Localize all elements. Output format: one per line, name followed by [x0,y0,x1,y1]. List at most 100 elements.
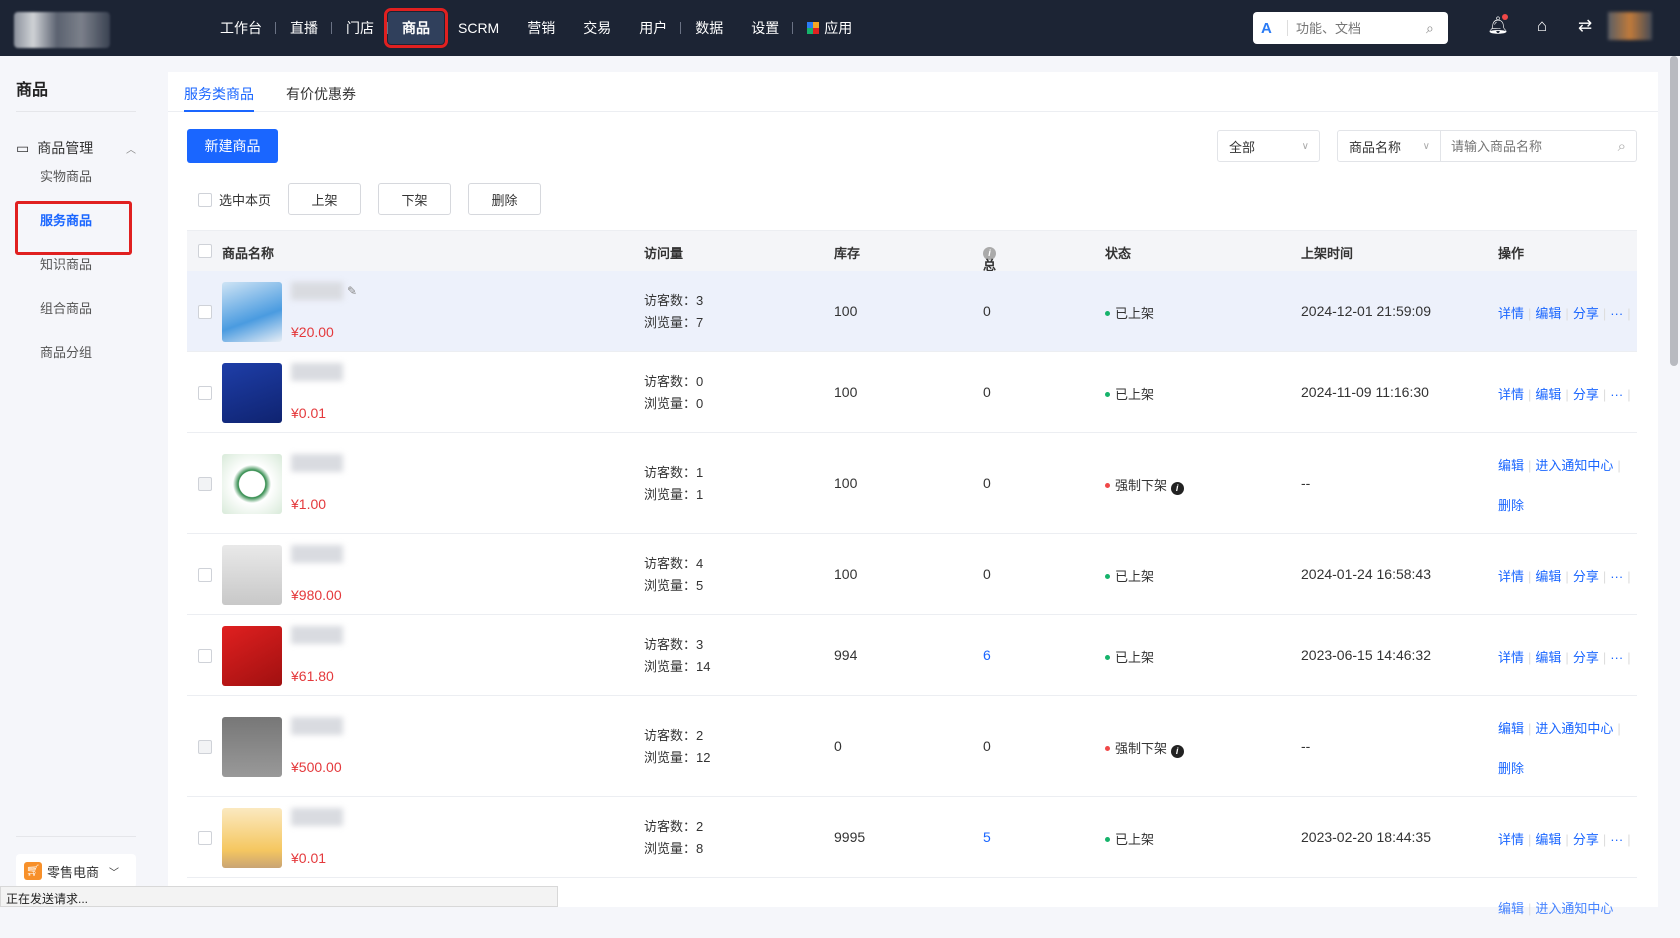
business-switcher[interactable]: 🛒︎ 零售电商 ﹀ [16,854,136,888]
op-link[interactable]: 分享 [1572,649,1599,665]
sidebar-item[interactable]: 知识商品 [40,257,93,272]
op-link[interactable]: 编辑 [1498,457,1525,473]
select-page-checkbox[interactable] [198,192,212,207]
op-link[interactable]: ··· [1610,386,1624,402]
product-search-input[interactable] [1451,138,1601,154]
visitor-count: 访客数：0 [644,373,704,389]
sidebar-group-product-management[interactable]: ▭ 商品管理 ︿ [16,138,136,158]
op-link[interactable]: 分享 [1572,305,1599,321]
field-filter-select[interactable]: 商品名称 ∨ [1337,130,1441,162]
status-bar: 正在发送请求... [0,886,558,907]
info-icon[interactable]: i [983,247,996,260]
product-thumbnail[interactable] [222,281,282,342]
off-shelf-button[interactable]: 下架 [378,183,451,215]
op-link[interactable]: 分享 [1572,831,1599,847]
op-link[interactable]: 进入通知中心 [1535,457,1614,473]
product-thumbnail[interactable] [222,453,282,514]
row-checkbox[interactable] [198,567,212,582]
search-icon[interactable]: ⌕ [1426,19,1434,36]
op-link[interactable]: ··· [1610,568,1624,584]
op-link[interactable]: 详情 [1498,305,1525,321]
store-icon[interactable]: ⌂ [1536,16,1548,35]
global-search[interactable]: A ⌕ [1253,12,1448,44]
nav-item[interactable]: SCRM [458,20,500,36]
row-checkbox[interactable] [198,830,212,845]
nav-item[interactable]: 营销 [527,20,556,36]
shelf-time: -- [1301,737,1311,754]
nav-item[interactable]: 用户 [625,12,682,44]
search-icon[interactable]: ⌕ [1617,137,1626,155]
scrollbar[interactable] [1670,56,1678,366]
sidebar-item[interactable]: 服务商品 [40,213,93,228]
on-shelf-button[interactable]: 上架 [288,183,361,215]
sales[interactable]: 6 [983,646,991,663]
tab-service-products[interactable]: 服务类商品 [184,84,254,112]
op-link[interactable]: 进入通知中心 [1535,720,1614,736]
status-filter-select[interactable]: 全部 ∨ [1217,130,1320,162]
op-link[interactable]: ··· [1610,305,1624,321]
view-count: 浏览量：0 [644,395,704,411]
delete-link[interactable]: 删除 [1498,760,1525,776]
product-thumbnail[interactable] [222,625,282,686]
op-link[interactable]: 详情 [1498,831,1525,847]
row-checkbox[interactable] [198,304,212,319]
switch-icon[interactable]: ⇄ [1577,16,1593,35]
sidebar-item[interactable]: 商品分组 [40,345,93,360]
delete-button[interactable]: 删除 [468,183,541,215]
sales[interactable]: 5 [983,828,991,845]
op-link[interactable]: 编辑 [1535,305,1562,321]
nav-item[interactable]: 门店 [332,12,388,44]
logo[interactable] [14,12,110,48]
row-checkbox[interactable] [198,385,212,400]
sidebar-item[interactable]: 实物商品 [40,169,93,184]
nav-item[interactable]: 应用 [793,12,866,44]
op-link[interactable]: 分享 [1572,568,1599,584]
op-link[interactable]: 编辑 [1498,901,1525,916]
info-icon[interactable]: i [1170,481,1184,495]
op-link[interactable]: 进入通知中心 [1535,901,1614,916]
op-link[interactable]: ··· [1610,649,1624,665]
row-checkbox[interactable] [198,648,212,663]
global-search-input[interactable] [1296,20,1426,36]
op-link[interactable]: 详情 [1498,649,1525,665]
op-link[interactable]: 编辑 [1535,568,1562,584]
op-link[interactable]: 编辑 [1535,831,1562,847]
sidebar-item[interactable]: 组合商品 [40,301,93,316]
cart-icon: 🛒︎ [24,862,42,880]
op-link[interactable]: 编辑 [1535,386,1562,402]
product-thumbnail[interactable] [222,716,282,777]
product-search[interactable]: ⌕ [1441,130,1637,162]
nav-item[interactable]: 工作台 [206,12,276,44]
nav-item[interactable]: 商品 [384,8,448,48]
op-link[interactable]: 详情 [1498,386,1525,402]
nav-item[interactable]: 直播 [276,12,332,44]
stock: 100 [834,383,858,400]
select-all-checkbox[interactable] [198,244,212,258]
op-link[interactable]: 编辑 [1498,720,1525,736]
apps-icon [807,22,820,34]
op-link[interactable]: 分享 [1572,386,1599,402]
op-link[interactable]: ··· [1610,831,1624,847]
stock: 994 [834,646,858,663]
edit-icon[interactable]: ✎ [347,283,358,298]
bell-icon[interactable]: 🔔︎ [1487,14,1509,35]
row-checkbox[interactable] [198,739,212,754]
table-row: ¥0.01 访客数：2 浏览量：8 9995 5 已上架 2023-02-20 1… [187,797,1637,878]
nav-item[interactable]: 交易 [583,20,612,36]
tab-paid-coupons[interactable]: 有价优惠券 [286,86,356,102]
product-thumbnail[interactable] [222,544,282,605]
new-product-button[interactable]: 新建商品 [187,129,278,163]
op-link[interactable]: 详情 [1498,568,1525,584]
avatar[interactable] [1608,12,1652,40]
product-thumbnail[interactable] [222,807,282,868]
status-badge: 已上架 [1105,647,1154,666]
nav-item[interactable]: 设置 [737,12,794,44]
info-icon[interactable]: i [1170,744,1184,758]
product-thumbnail[interactable] [222,362,282,423]
row-checkbox[interactable] [198,476,212,491]
delete-link[interactable]: 删除 [1498,497,1525,513]
select-page[interactable]: 选中本页 [198,190,271,209]
op-link[interactable]: 编辑 [1535,649,1562,665]
nav-item[interactable]: 数据 [695,20,724,36]
